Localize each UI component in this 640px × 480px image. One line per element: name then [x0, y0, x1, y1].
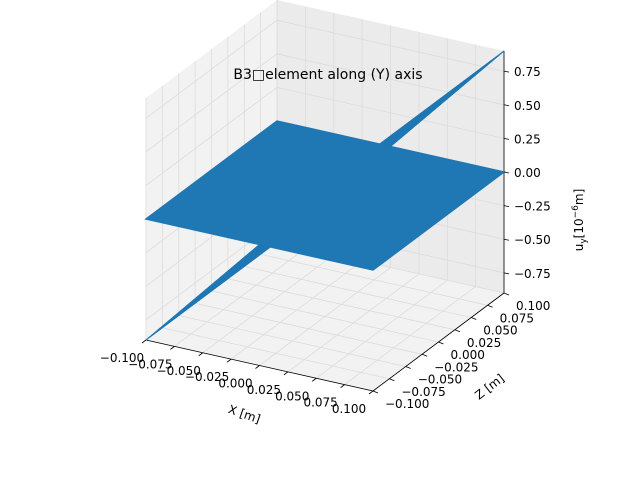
y-tick-label: 0.025 — [467, 336, 501, 350]
axis-ticks: −0.100−0.075−0.050−0.0250.0000.0250.0500… — [100, 65, 551, 416]
z-tick-label: −0.25 — [514, 200, 551, 214]
y-tick-mark — [454, 329, 461, 333]
y-tick-mark — [405, 366, 411, 369]
x-tick-label: 0.000 — [218, 377, 252, 391]
y-tick-label: 0.050 — [483, 324, 517, 338]
x-tick-label: 0.075 — [303, 396, 337, 410]
x-tick-label: −0.075 — [128, 357, 172, 371]
z-tick-mark — [503, 205, 510, 208]
z-tick-label: 0.50 — [514, 99, 541, 113]
x-tick-mark — [226, 358, 232, 363]
z-tick-label: 0.75 — [514, 65, 541, 79]
z-tick-label: −0.50 — [514, 233, 551, 247]
x-tick-label: 0.050 — [275, 389, 309, 403]
y-tick-label: 0.000 — [451, 348, 485, 362]
x-tick-label: −0.025 — [185, 370, 229, 384]
z-axis-label-unit: [10 — [572, 218, 586, 238]
chart-title: B3□element along (Y) axis — [233, 67, 422, 83]
z-tick-label: 0.00 — [514, 166, 541, 180]
z-axis-label-sub: y — [579, 238, 589, 244]
z-tick-label: −0.75 — [514, 267, 551, 281]
y-tick-mark — [487, 304, 493, 308]
x-tick-label: −0.050 — [157, 364, 201, 378]
y-tick-mark — [503, 292, 510, 296]
wireframe-line-y — [372, 50, 505, 150]
y-tick-label: −0.075 — [401, 385, 445, 399]
y-tick-label: −0.050 — [418, 373, 462, 387]
x-tick-label: 0.025 — [247, 383, 281, 397]
z-tick-mark — [503, 272, 510, 275]
z-axis-label-exponent: −6 — [571, 205, 581, 219]
x-tick-mark — [141, 339, 147, 344]
y-tick-mark — [438, 341, 444, 345]
x-tick-mark — [198, 352, 203, 357]
x-tick-label: −0.100 — [100, 351, 144, 365]
z-tick-mark — [503, 238, 510, 241]
z-axis-label-base: u — [572, 244, 586, 252]
x-tick-mark — [340, 384, 345, 388]
y-tick-mark — [471, 317, 477, 320]
z-gridline — [145, 19, 505, 119]
y-tick-label: 0.100 — [516, 299, 550, 313]
z-gridline — [145, 86, 505, 186]
plot-area — [144, 50, 506, 341]
x-tick-label: 0.100 — [332, 402, 366, 416]
z-axis-label-unit-end: m] — [572, 189, 586, 205]
z-tick-mark — [503, 104, 510, 107]
x-tick-mark — [170, 346, 175, 350]
y-tick-mark — [389, 378, 395, 382]
x-tick-mark — [283, 371, 289, 376]
y-tick-mark — [421, 353, 428, 357]
x-tick-mark — [368, 390, 374, 395]
z-gridline — [145, 53, 505, 153]
z-tick-mark — [503, 70, 510, 73]
y-tick-mark — [372, 390, 379, 394]
y-tick-label: 0.075 — [500, 311, 534, 325]
z-tick-mark — [503, 137, 510, 140]
y-tick-label: −0.100 — [385, 397, 429, 411]
x-tick-mark — [312, 377, 317, 382]
y-tick-label: −0.025 — [434, 360, 478, 374]
z-axis-label: uy[10−6m] — [571, 189, 589, 252]
z-tick-label: 0.25 — [514, 132, 541, 146]
z-tick-mark — [503, 171, 510, 174]
x-tick-mark — [255, 365, 260, 369]
